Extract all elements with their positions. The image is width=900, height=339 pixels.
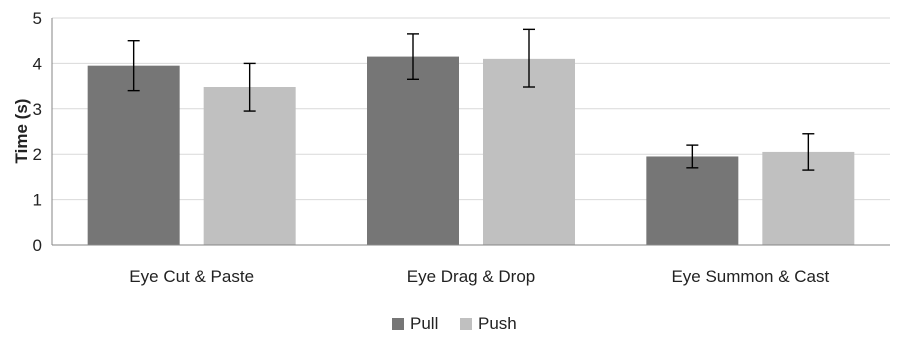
legend-label: Push — [478, 314, 517, 333]
legend: Pull Push — [392, 314, 517, 333]
error-bar-pull-3 — [686, 144, 699, 169]
category-label: Eye Cut & Paste — [129, 267, 254, 286]
legend-item-pull: Pull — [392, 314, 438, 333]
bar-pull-3 — [646, 156, 739, 245]
error-bar-pull-1 — [127, 40, 140, 92]
error-bar-push-3 — [802, 133, 815, 171]
y-tick-label: 5 — [33, 9, 42, 28]
y-tick-label: 0 — [33, 236, 42, 255]
bars — [87, 56, 855, 246]
category-label: Eye Summon & Cast — [671, 267, 829, 286]
y-tick-label: 2 — [33, 145, 42, 164]
y-axis-title: Time (s) — [12, 99, 31, 164]
category-labels: Eye Cut & Paste Eye Drag & Drop Eye Summon… — [129, 267, 829, 286]
bar-pull-2 — [367, 56, 459, 246]
error-bars — [127, 28, 815, 171]
axes — [51, 18, 890, 246]
y-tick-labels: 0 1 2 3 4 5 — [33, 9, 42, 255]
legend-label: Pull — [410, 314, 438, 333]
bar-push-2 — [483, 58, 575, 245]
grid-lines — [52, 17, 890, 201]
bar-pull-1 — [87, 65, 180, 245]
legend-swatch — [460, 318, 472, 330]
error-bar-pull-2 — [407, 33, 419, 80]
bar-push-1 — [203, 87, 296, 246]
y-tick-label: 1 — [33, 191, 42, 210]
legend-swatch — [392, 318, 404, 330]
category-label: Eye Drag & Drop — [407, 267, 536, 286]
error-bar-push-1 — [243, 62, 256, 112]
legend-item-push: Push — [460, 314, 517, 333]
y-tick-label: 3 — [33, 100, 42, 119]
y-tick-label: 4 — [33, 54, 42, 73]
error-bar-push-2 — [523, 28, 535, 88]
